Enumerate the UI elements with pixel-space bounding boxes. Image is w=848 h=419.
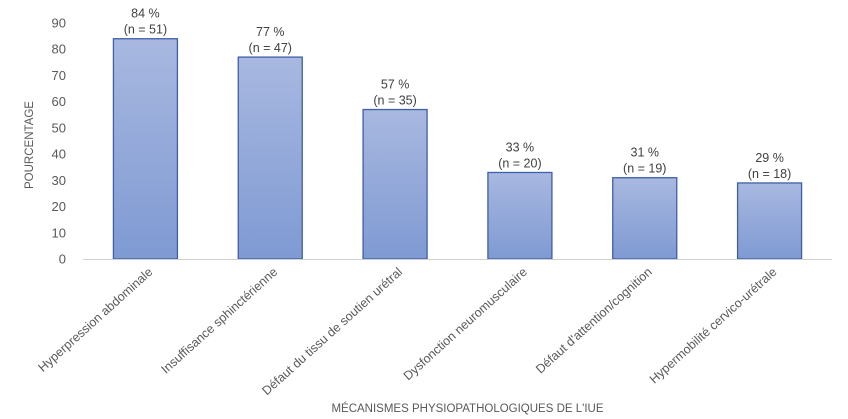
data-label-percent: 57 % bbox=[381, 78, 410, 92]
y-tick-label: 60 bbox=[52, 94, 66, 109]
y-tick-label: 0 bbox=[59, 252, 66, 267]
bar bbox=[736, 182, 803, 260]
bars: 84 % (n = 51) 77 % (n = 47) 57 % (n = 35) 33 %… bbox=[112, 7, 803, 260]
data-label-percent: 84 % bbox=[131, 7, 160, 21]
x-axis-title: MÉCANISMES PHYSIOPATHOLOGIQUES DE L'IUE bbox=[331, 402, 603, 415]
category-label: Défaut d'attention/cognition bbox=[533, 265, 655, 377]
data-label-count: (n = 47) bbox=[249, 41, 292, 55]
category-label: Insuffisance sphinctérienne bbox=[158, 265, 280, 377]
data-label-count: (n = 20) bbox=[498, 156, 541, 170]
y-tick-label: 20 bbox=[52, 199, 66, 214]
y-tick-label: 10 bbox=[52, 225, 66, 240]
category-label: Défaut du tissu de soutien urétral bbox=[259, 265, 405, 398]
y-axis-tick-labels: 0 10 20 30 40 50 60 70 80 90 bbox=[52, 16, 66, 267]
category-label: Hypermobilité cervico-urétrale bbox=[647, 265, 780, 387]
y-tick-label: 80 bbox=[52, 42, 66, 57]
data-label-count: (n = 51) bbox=[124, 23, 167, 37]
y-tick-label: 90 bbox=[52, 16, 66, 31]
y-tick-label: 50 bbox=[52, 120, 66, 135]
y-tick-label: 40 bbox=[52, 147, 66, 162]
category-label: Hyperpression abdominale bbox=[36, 265, 156, 375]
data-label-percent: 29 % bbox=[755, 151, 784, 165]
bar bbox=[362, 108, 428, 260]
y-tick-label: 70 bbox=[52, 68, 66, 83]
y-tick-label: 30 bbox=[52, 173, 66, 188]
bar bbox=[112, 38, 179, 260]
y-axis-title: POURCENTAGE bbox=[24, 101, 36, 189]
data-label-count: (n = 35) bbox=[373, 94, 416, 108]
data-label-count: (n = 19) bbox=[623, 162, 666, 176]
data-label-percent: 31 % bbox=[631, 146, 660, 160]
data-label-percent: 33 % bbox=[506, 140, 535, 154]
bar bbox=[237, 56, 303, 260]
category-label: Dysfonction neuromusculaire bbox=[401, 265, 530, 383]
data-label-count: (n = 18) bbox=[748, 167, 791, 181]
bar bbox=[487, 171, 553, 260]
data-label-percent: 77 % bbox=[256, 25, 285, 39]
bar bbox=[612, 177, 678, 260]
category-labels: Hyperpression abdominale Insuffisance sph… bbox=[36, 265, 780, 398]
